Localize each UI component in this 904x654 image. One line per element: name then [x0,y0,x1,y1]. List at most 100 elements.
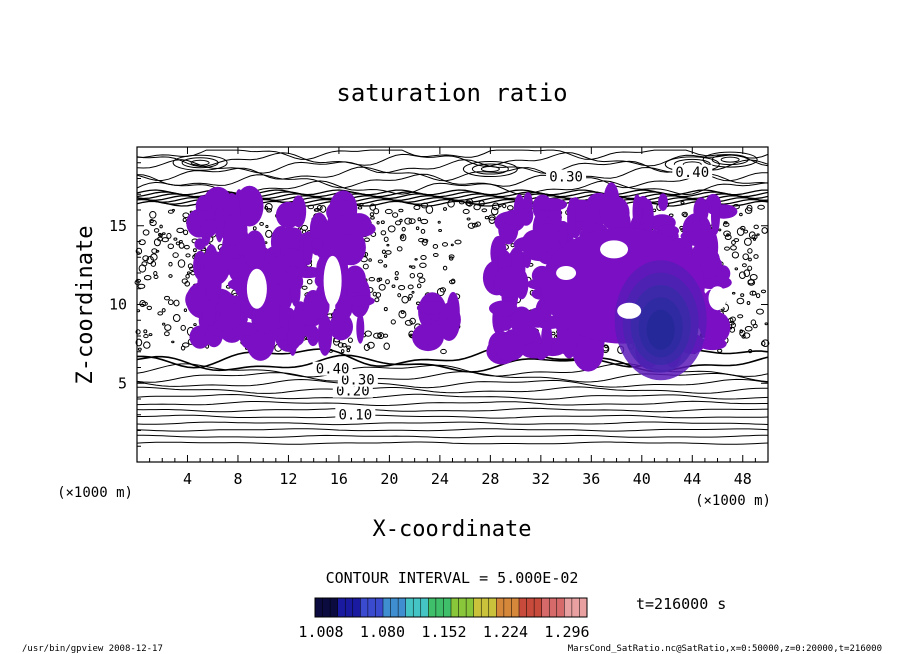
contour-line [136,173,769,189]
contour-speck [155,249,160,253]
colorbar-cell [345,598,354,617]
contour-speck [437,220,441,224]
contour-speck [300,224,309,231]
contour-speck [387,225,396,233]
contour-speck [266,208,273,213]
contour-speck [432,243,439,249]
x-unit-right: (×1000 m) [695,493,771,509]
x-tick-label: 40 [633,470,651,488]
x-tick-label: 28 [481,470,499,488]
contour-speck [454,239,462,245]
contour-speck [416,272,424,278]
contour-speck [157,311,164,316]
contour-speck [193,323,197,327]
contour-speck [726,233,730,237]
contour-speck [398,284,406,291]
contour-speck [413,204,421,211]
contour-speck [404,319,413,326]
unsaturated-gap [708,286,727,311]
contour-speck [400,310,405,314]
x-tick-label: 16 [330,470,348,488]
x-tick-label: 36 [582,470,600,488]
shaded-blob [567,197,576,240]
contour-speck [398,309,407,319]
colorbar-cell [443,598,452,617]
colorbar-cell [579,598,588,617]
colorbar-cell [352,598,361,617]
footer-left: /usr/bin/gpview 2008-12-17 [22,644,163,654]
shaded-blob [303,231,313,266]
contour-speck [383,236,389,242]
shaded-blob [219,302,242,330]
colorbar-cell [466,598,475,617]
contour-speck [392,212,399,218]
shaded-blob [493,266,523,299]
colorbar-cell [549,598,558,617]
contour-speck [764,322,768,326]
contour-speck [180,345,186,351]
contour-speck [369,212,375,217]
contour-speck [192,248,197,253]
contour-speck [151,248,158,254]
colorbar-cell [511,598,520,617]
contour-speck [731,239,736,246]
shaded-blob [494,334,526,362]
colorbar-cell [435,598,444,617]
contour-speck [491,202,500,211]
shaded-blob [643,199,654,236]
shaded-blob [237,322,258,336]
contour-speck [138,239,146,246]
contour-speck [420,228,426,234]
contour-speck [383,342,390,350]
contour-speck [401,226,406,232]
contour-speck [441,242,449,247]
contour-speck [385,250,392,255]
shaded-blob [299,324,318,337]
shaded-blob [275,282,292,301]
contour-label-bg [546,169,587,184]
contour-speck [137,283,146,289]
contour-speck [364,237,370,242]
shaded-blob [658,193,668,211]
contour-speck [442,207,448,211]
contour-speck [394,271,399,276]
x-axis-ticks: 4 8 12 16 20 24 28 32 36 40 44 48 [149,147,756,488]
contour-speck [380,230,387,236]
contour-speck [394,276,399,281]
colorbar-tick-label: 1.080 [360,623,405,641]
shaded-core [646,309,675,350]
contour-speck [172,313,181,323]
contour-speck [164,324,172,331]
contour-speck [484,215,490,220]
contour-speck [319,205,327,213]
shaded-blob [202,299,217,326]
contour-speck [141,301,148,307]
contour-speck [448,254,455,259]
contour-speck [748,231,756,239]
contour-speck [259,221,264,226]
contour-label: 0.30 [549,170,583,186]
chart-title: saturation ratio [336,79,567,107]
shaded-blob [275,201,301,229]
contour-speck [149,219,157,227]
contour-speck [143,334,149,339]
x-tick-label: 32 [532,470,550,488]
colorbar-cell [360,598,369,617]
contour-oval [480,166,500,173]
colorbar-cell [428,598,437,617]
colorbar-cell [367,598,376,617]
contour-speck [497,203,502,208]
contour-speck [471,222,479,228]
shaded-blob [266,293,280,334]
x-tick-label: 4 [183,470,192,488]
contour-speck [135,329,141,335]
contour-speck [753,224,759,230]
contour-speck [408,218,416,224]
contour-line [136,152,769,168]
contour-interval-text: CONTOUR INTERVAL = 5.000E-02 [326,569,579,587]
contour-speck [753,254,759,259]
contour-speck [458,200,465,205]
y-tick-label: 10 [109,296,127,314]
shaded-blob [416,301,447,315]
colorbar-tick-label: 1.008 [298,623,343,641]
